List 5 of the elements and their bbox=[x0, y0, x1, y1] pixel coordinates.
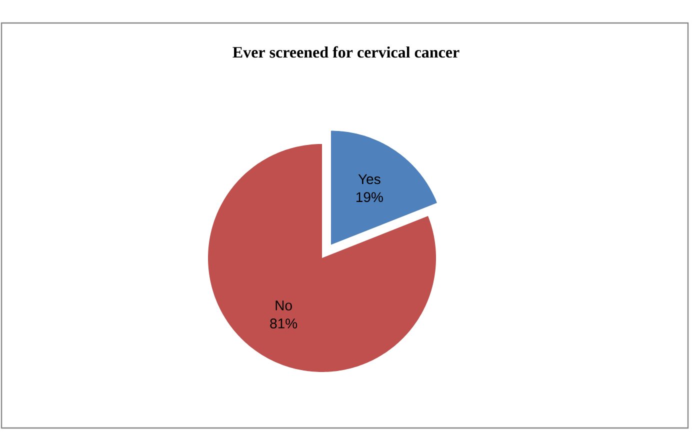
slice-label: Yes bbox=[358, 174, 380, 184]
chart-title: Ever screened for cervical cancer bbox=[232, 46, 460, 58]
slice-label: No bbox=[276, 300, 292, 310]
data-label: 81% bbox=[270, 318, 298, 328]
data-label: 19% bbox=[356, 192, 383, 202]
